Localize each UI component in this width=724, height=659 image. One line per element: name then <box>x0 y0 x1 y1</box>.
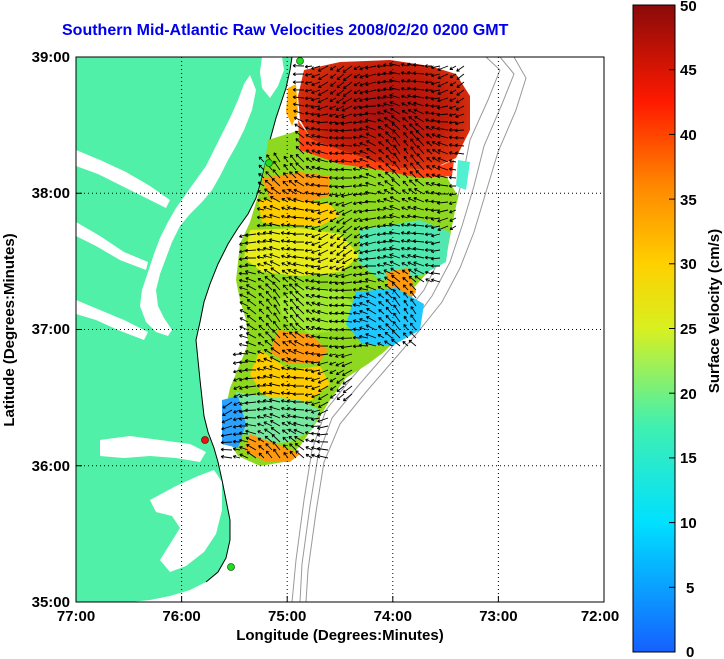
x-tick-labels: 77:00 76:00 75:00 74:00 73:00 72:00 <box>57 608 619 625</box>
y-tick-label: 38:00 <box>32 185 70 202</box>
colorbar-tick-label: 40 <box>680 127 697 144</box>
colorbar-tick-label: 10 <box>680 515 697 532</box>
colorbar-tick-label: 45 <box>680 62 697 79</box>
colorbar-tick-label: 15 <box>680 450 697 467</box>
colorbar-tick-label: 35 <box>680 192 697 209</box>
albemarle-sound <box>100 436 206 462</box>
station-marker-south <box>227 563 235 571</box>
arrow-field <box>220 62 465 459</box>
colorbar-tick-labels: 50 45 40 35 30 25 20 15 10 5 0 <box>680 0 697 659</box>
y-tick-label: 37:00 <box>32 321 70 338</box>
james-river <box>76 300 148 340</box>
station-marker-north <box>296 57 304 65</box>
x-axis-label: Longitude (Degrees:Minutes) <box>236 627 444 644</box>
colorbar-ticks <box>669 4 675 588</box>
y-tick-label: 35:00 <box>32 594 70 611</box>
x-tick-label: 74:00 <box>374 608 412 625</box>
x-tick-label: 75:00 <box>268 608 306 625</box>
station-marker-delmarva <box>265 159 273 167</box>
rappahannock-river <box>76 222 148 270</box>
y-tick-labels: 39:00 38:00 37:00 36:00 35:00 <box>32 49 70 611</box>
station-marker-red <box>201 436 209 444</box>
x-tick-label: 73:00 <box>479 608 517 625</box>
colorbar-tick-label: 25 <box>680 321 697 338</box>
y-axis-label: Latitude (Degrees:Minutes) <box>1 233 18 426</box>
colorbar-label: Surface Velocity (cm/s) <box>706 229 723 393</box>
y-tick-label: 36:00 <box>32 458 70 475</box>
x-tick-label: 77:00 <box>57 608 95 625</box>
x-tick-label: 72:00 <box>581 608 619 625</box>
grid-lines <box>76 57 604 602</box>
chesapeake-bay <box>140 75 256 336</box>
map-title: Southern Mid-Atlantic Raw Velocities 200… <box>62 22 509 39</box>
potomac-river <box>76 150 170 208</box>
y-tick-label: 39:00 <box>32 49 70 66</box>
colorbar-tick-label: 20 <box>680 386 697 403</box>
colorbar-tick-label: 0 <box>686 644 694 659</box>
tick-marks <box>76 192 499 602</box>
delaware-bay <box>260 57 284 98</box>
colorbar-tick-label: 30 <box>680 256 697 273</box>
x-tick-label: 76:00 <box>162 608 200 625</box>
colorbar-tick-label: 5 <box>686 580 694 597</box>
velocity-arrows <box>220 62 465 459</box>
colorbar <box>632 4 676 653</box>
colorbar-tick-label: 50 <box>680 0 697 15</box>
pamlico-sound <box>150 470 222 572</box>
